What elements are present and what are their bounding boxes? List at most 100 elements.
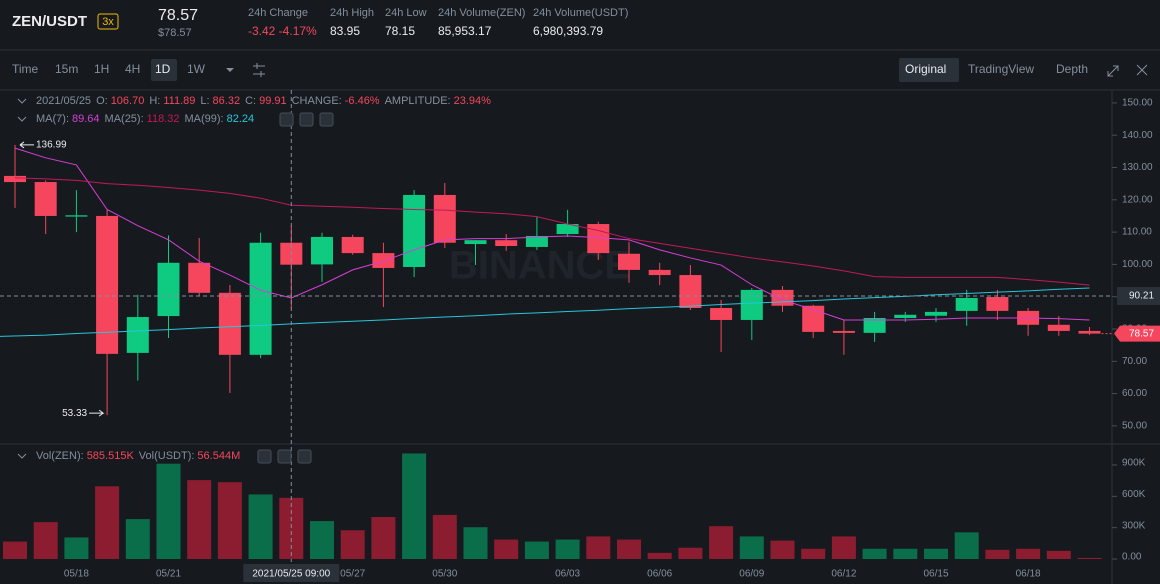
volume-bar [586, 536, 611, 559]
volume-bar [402, 453, 427, 559]
collapse-icon[interactable] [17, 98, 27, 104]
close-icon[interactable] [1136, 64, 1148, 76]
candle-body [157, 262, 180, 317]
stat-label: 24h Change [248, 7, 308, 19]
stat-value: -3.42 -4.17% [248, 24, 317, 38]
last-price: 78.57 [1129, 328, 1154, 339]
legend-label: 2021/05/25 [36, 95, 91, 107]
interval[interactable]: 15m [55, 62, 78, 76]
legend-value: 89.64 [72, 113, 100, 125]
volume-bar [555, 539, 580, 559]
eye-icon[interactable] [279, 112, 294, 127]
crosshair-price: 90.21 [1129, 291, 1154, 302]
price: 78.57 [158, 7, 198, 24]
volume-bar [1046, 550, 1071, 559]
view[interactable]: Original [905, 62, 946, 76]
volume-bar [924, 548, 948, 559]
volume-bar [709, 526, 734, 559]
volume-bar [1016, 548, 1041, 559]
crosshair-price-box [1117, 287, 1160, 306]
volume-bar [248, 494, 273, 559]
candle-body [679, 275, 702, 309]
volume-bar [739, 536, 764, 559]
interval[interactable]: 1W [187, 62, 206, 76]
x-tick-label: 06/09 [739, 569, 764, 580]
volume-bar [893, 548, 918, 559]
close-icon[interactable] [319, 112, 334, 127]
volume-bar [801, 548, 826, 559]
expand-icon[interactable] [1107, 65, 1119, 77]
view[interactable]: Depth [1056, 62, 1088, 76]
settings-icon[interactable] [299, 112, 314, 127]
volume-bar [954, 532, 979, 559]
legend-label: L: [200, 95, 209, 107]
vol-tick-label: 900K [1122, 458, 1146, 469]
legend-label: H: [149, 95, 160, 107]
y-tick-label: 60.00 [1122, 388, 1147, 399]
candle-body [372, 253, 395, 268]
legend-label: Vol(ZEN): [36, 450, 84, 462]
pair[interactable]: ZEN/USDT [12, 13, 87, 30]
x-tick-label: 06/03 [555, 569, 580, 580]
volume-bar [340, 530, 365, 559]
interval-active[interactable] [151, 59, 177, 81]
candle-body [525, 235, 548, 247]
legend-value: 111.89 [163, 95, 195, 107]
eye-icon[interactable] [257, 449, 272, 464]
price-usd: $78.57 [158, 27, 192, 39]
volume-bar [432, 514, 457, 559]
last-price-box [1114, 325, 1160, 342]
dropdown-icon[interactable] [226, 68, 234, 72]
volume-bar [524, 541, 549, 559]
legend-value: 585.515K [87, 450, 135, 462]
x-tick-label: 06/15 [923, 569, 948, 580]
legend-value: 56.544M [197, 450, 240, 462]
legend-label: C: [245, 95, 256, 107]
view-active[interactable] [899, 58, 959, 82]
candle-body [771, 289, 794, 306]
vol-tick-label: 300K [1122, 520, 1146, 531]
settings-icon[interactable] [277, 449, 292, 464]
interval[interactable]: 1H [94, 62, 109, 76]
collapse-icon[interactable] [17, 116, 27, 122]
candle-body [740, 289, 763, 320]
interval[interactable]: 1D [155, 62, 171, 76]
crosshair-date-box [243, 564, 340, 582]
legend-label: Vol(USDT): [139, 450, 195, 462]
candle-body [311, 236, 333, 265]
close-icon[interactable] [297, 449, 312, 464]
volume-bar [64, 537, 89, 559]
high-label: 136.99 [36, 140, 67, 151]
legend-label: O: [96, 95, 108, 107]
candle-body [96, 215, 119, 354]
leverage[interactable]: 3x [102, 16, 114, 28]
stat-label: 24h Volume(USDT) [533, 7, 628, 19]
interval[interactable]: 4H [125, 62, 140, 76]
arrow [19, 141, 34, 149]
candle-body [832, 330, 855, 333]
leverage-badge[interactable] [97, 13, 119, 30]
arrow [89, 409, 105, 417]
settings-icon[interactable] [253, 63, 265, 77]
vol-tick-label: 600K [1122, 489, 1146, 500]
ma-line [14, 177, 1090, 286]
y-tick-label: 150.00 [1122, 98, 1153, 109]
legend-value: 99.91 [259, 95, 287, 107]
volume-bar [3, 541, 27, 559]
y-tick-label: 110.00 [1122, 227, 1152, 238]
candle-body [1047, 324, 1070, 331]
candle-body [955, 297, 978, 311]
stat-value: 83.95 [330, 24, 360, 38]
x-tick-label: 06/18 [1016, 569, 1041, 580]
view[interactable]: TradingView [968, 62, 1034, 76]
collapse-icon[interactable] [17, 453, 27, 459]
candle-body [863, 318, 886, 333]
y-tick-label: 100.00 [1122, 259, 1153, 270]
candle-body [894, 314, 917, 319]
candle-body [464, 240, 487, 245]
crosshair-date: 2021/05/25 09:00 [252, 569, 330, 580]
stat-label: 24h Volume(ZEN) [438, 7, 525, 19]
interval[interactable]: Time [12, 62, 39, 76]
legend-value: 106.70 [111, 95, 145, 107]
